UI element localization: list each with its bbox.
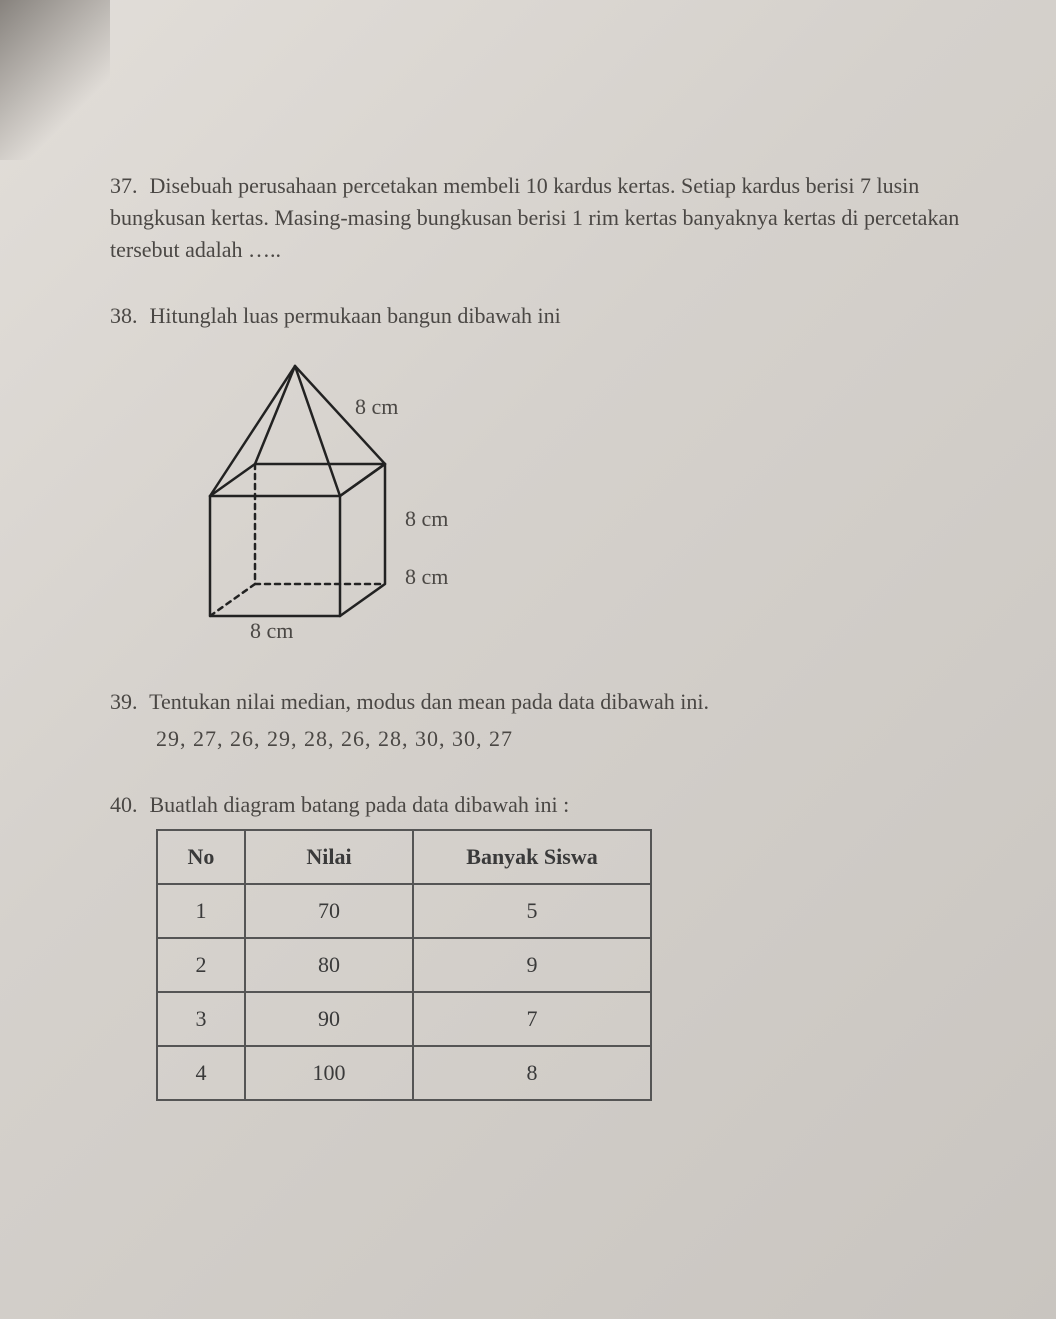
cell-nilai: 90 [245,992,413,1046]
table-row: 1 70 5 [157,884,651,938]
worksheet-page: 37. Disebuah perusahaan percetakan membe… [0,0,1056,1319]
cell-no: 4 [157,1046,245,1100]
question-38: 38. Hitunglah luas permukaan bangun diba… [110,300,996,332]
question-39: 39. Tentukan nilai median, modus dan mea… [110,686,996,756]
q37-number: 37. [110,170,144,202]
col-header-siswa: Banyak Siswa [413,830,651,884]
cell-siswa: 8 [413,1046,651,1100]
label-side-b: 8 cm [405,564,448,590]
q38-number: 38. [110,300,144,332]
label-side-a: 8 cm [405,506,448,532]
q38-shape-diagram: 8 cm 8 cm 8 cm 8 cm [160,346,520,646]
cell-no: 1 [157,884,245,938]
cell-siswa: 9 [413,938,651,992]
table-row: 3 90 7 [157,992,651,1046]
cell-nilai: 100 [245,1046,413,1100]
q39-text: Tentukan nilai median, modus dan mean pa… [149,689,709,714]
q38-text: Hitunglah luas permukaan bangun dibawah … [150,303,561,328]
question-40: 40. Buatlah diagram batang pada data dib… [110,789,996,1100]
cell-nilai: 80 [245,938,413,992]
q39-data-list: 29, 27, 26, 29, 28, 26, 28, 30, 30, 27 [156,723,996,755]
q39-number: 39. [110,686,144,718]
cell-nilai: 70 [245,884,413,938]
cell-no: 2 [157,938,245,992]
label-base: 8 cm [250,618,293,644]
cell-siswa: 5 [413,884,651,938]
label-slant: 8 cm [355,394,398,420]
table-row: 2 80 9 [157,938,651,992]
table-row: 4 100 8 [157,1046,651,1100]
table-header-row: No Nilai Banyak Siswa [157,830,651,884]
cell-no: 3 [157,992,245,1046]
col-header-no: No [157,830,245,884]
q37-text: Disebuah perusahaan percetakan membeli 1… [110,173,959,262]
q40-text: Buatlah diagram batang pada data dibawah… [150,792,570,817]
col-header-nilai: Nilai [245,830,413,884]
q40-number: 40. [110,789,144,821]
question-37: 37. Disebuah perusahaan percetakan membe… [110,170,996,266]
cell-siswa: 7 [413,992,651,1046]
composite-shape-svg [160,346,520,646]
q40-table: No Nilai Banyak Siswa 1 70 5 2 80 9 3 [156,829,652,1100]
page-corner-shadow [0,0,110,160]
